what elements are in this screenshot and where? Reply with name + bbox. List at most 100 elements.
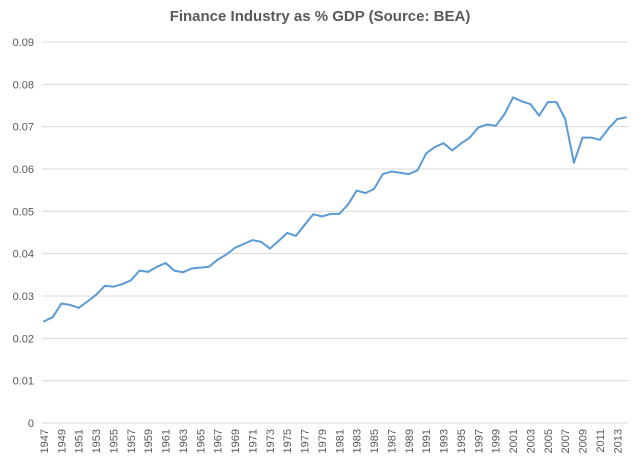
x-axis-labels: 1947 1949 1951 1953 1955 1957 1959 1961 1963 1965…	[39, 429, 624, 453]
x-tick-label: 1951	[74, 429, 86, 453]
data-point	[69, 303, 72, 306]
x-tick-label: 1971	[247, 429, 259, 453]
data-point	[555, 101, 558, 104]
x-tick-label: 1955	[108, 429, 120, 453]
data-point	[459, 142, 462, 145]
data-point	[416, 169, 419, 172]
data-point	[320, 215, 323, 218]
y-tick-label: 0.07	[13, 122, 34, 134]
data-point	[286, 231, 289, 234]
x-tick-label: 1993	[439, 429, 451, 453]
x-tick-label: 1987	[386, 429, 398, 453]
x-tick-label: 1959	[143, 429, 155, 453]
x-tick-label: 2003	[525, 429, 537, 453]
x-tick-label: 1973	[265, 429, 277, 453]
x-tick-label: 1981	[334, 429, 346, 453]
x-tick-label: 2009	[578, 429, 590, 453]
data-point	[103, 284, 106, 287]
data-point	[242, 242, 245, 245]
data-point	[43, 320, 45, 323]
data-point	[277, 239, 280, 242]
data-point	[164, 261, 167, 264]
data-point	[572, 161, 575, 164]
data-point	[442, 142, 445, 145]
data-point	[407, 173, 410, 176]
x-tick-label: 1965	[195, 429, 207, 453]
data-point	[181, 271, 184, 274]
data-point	[60, 302, 63, 305]
x-tick-label: 1979	[317, 429, 329, 453]
data-point	[138, 269, 141, 272]
x-tick-label: 1963	[178, 429, 190, 453]
x-tick-label: 1969	[230, 429, 242, 453]
x-tick-label: 1947	[39, 429, 51, 453]
data-point	[225, 253, 228, 256]
data-point	[77, 306, 80, 309]
x-tick-label: 1967	[213, 429, 225, 453]
data-point	[294, 234, 297, 237]
data-point	[451, 149, 454, 152]
data-point	[590, 136, 593, 139]
x-tick-label: 1957	[126, 429, 138, 453]
x-tick-label: 1949	[56, 429, 68, 453]
y-tick-label: 0.06	[13, 164, 34, 176]
data-point	[529, 103, 532, 106]
x-tick-label: 1999	[491, 429, 503, 453]
data-point	[520, 100, 523, 103]
x-tick-label: 2007	[560, 429, 572, 453]
x-tick-label: 1975	[282, 429, 294, 453]
data-point	[616, 118, 619, 121]
x-tick-label: 1997	[473, 429, 485, 453]
data-point	[86, 300, 89, 303]
x-tick-label: 1977	[300, 429, 312, 453]
y-axis-labels: 0 0.01 0.02 0.03 0.04 0.05 0.06 0.07 0.08 0.09	[13, 37, 34, 430]
data-point	[155, 265, 158, 268]
data-point	[173, 269, 176, 272]
data-point	[625, 116, 627, 119]
gridlines	[42, 41, 628, 424]
data-point	[347, 203, 350, 206]
data-point	[468, 136, 471, 139]
y-tick-label: 0.02	[13, 333, 34, 345]
y-tick-label: 0.01	[13, 376, 34, 388]
data-point	[581, 136, 584, 139]
x-tick-label: 2005	[543, 429, 555, 453]
data-point	[598, 138, 601, 141]
data-point	[364, 192, 367, 195]
x-tick-label: 1991	[421, 429, 433, 453]
y-tick-label: 0.08	[13, 79, 34, 91]
data-point	[355, 189, 358, 192]
data-point	[564, 118, 567, 121]
y-tick-label: 0.04	[13, 249, 34, 261]
data-point	[303, 223, 306, 226]
data-point	[329, 212, 332, 215]
series-layer	[43, 96, 627, 323]
data-point	[433, 145, 436, 148]
data-point	[260, 240, 263, 243]
x-tick-label: 1995	[456, 429, 468, 453]
data-point	[425, 152, 428, 155]
data-point	[268, 247, 271, 250]
series-line	[43, 96, 627, 323]
x-tick-label: 2011	[595, 429, 607, 453]
data-point	[51, 316, 54, 319]
x-tick-label: 2001	[508, 429, 520, 453]
x-tick-label: 2013	[612, 429, 624, 453]
x-tick-label: 1983	[352, 429, 364, 453]
y-tick-label: 0.05	[13, 206, 34, 218]
x-tick-label: 1953	[91, 429, 103, 453]
data-point	[538, 114, 541, 117]
y-tick-label: 0.09	[13, 37, 34, 49]
data-point	[199, 266, 202, 269]
data-point	[95, 293, 98, 296]
x-tick-label: 1961	[161, 429, 173, 453]
data-point	[112, 285, 115, 288]
data-point	[147, 270, 150, 273]
data-point	[338, 212, 341, 215]
data-point	[234, 246, 237, 249]
data-point	[381, 173, 384, 176]
data-point	[216, 258, 219, 261]
x-tick-label: 1989	[404, 429, 416, 453]
y-tick-label: 0	[28, 418, 34, 430]
